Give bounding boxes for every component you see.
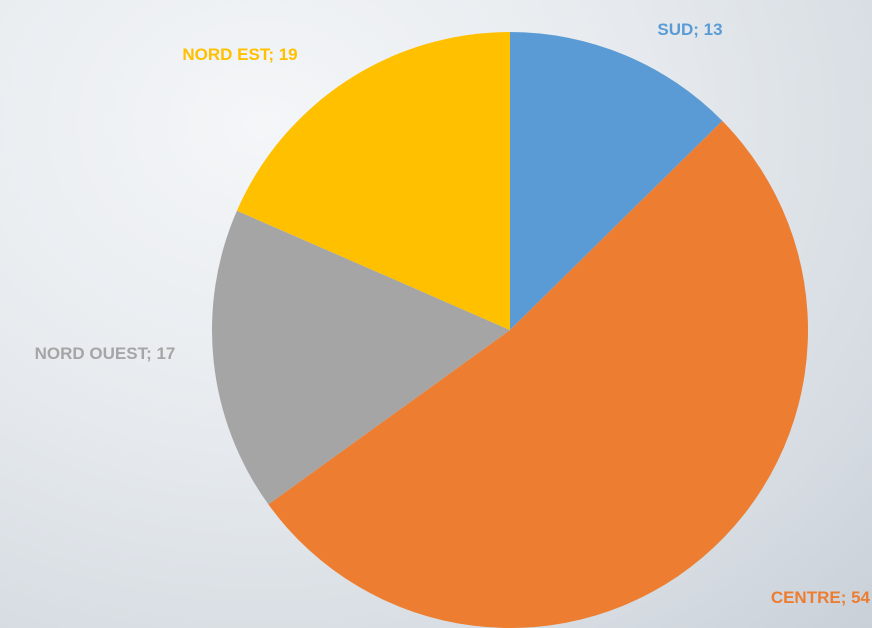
pie-slice [510,32,723,330]
pie-slice [236,32,511,330]
data-label: NORD OUEST; 17 [34,344,176,363]
pie-slice [268,120,808,628]
data-label: SUD; 13 [657,20,723,39]
data-label: CENTRE; 54 [770,588,870,607]
data-label: NORD EST; 19 [182,45,298,64]
pie-slice [211,210,510,505]
